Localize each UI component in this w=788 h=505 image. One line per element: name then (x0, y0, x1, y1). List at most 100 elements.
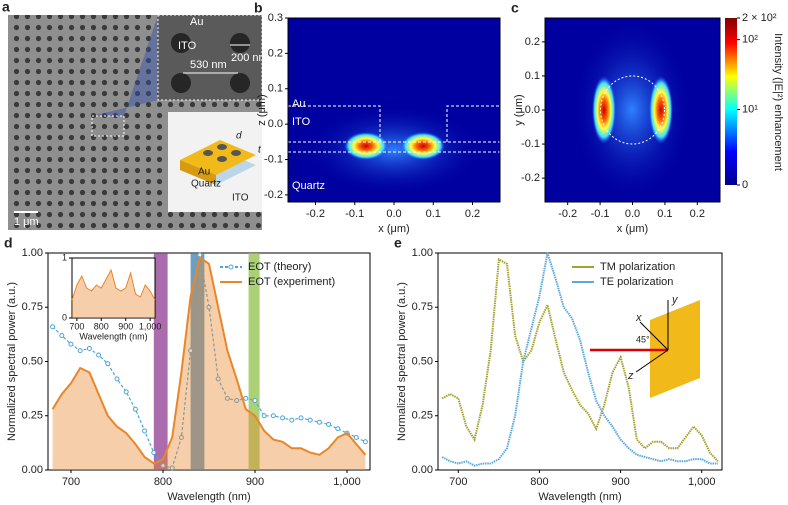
y-tick-label: 0.1 (525, 70, 540, 82)
highlight-band (248, 253, 260, 470)
field-glow (304, 105, 484, 195)
x-tick-label: 900 (246, 476, 264, 488)
line (441, 252, 718, 467)
x-tick-label: 800 (94, 321, 109, 331)
marker (206, 304, 212, 310)
sample-plate (650, 300, 700, 398)
label: Au (198, 167, 210, 178)
label: Quartz (191, 179, 221, 190)
marker (59, 332, 65, 338)
x-tick-label: 1,000 (139, 321, 162, 331)
x-axis-label: Wavelength (nm) (167, 491, 250, 503)
panel-label: b (254, 0, 263, 16)
marker (215, 376, 221, 382)
y-tick-label: 0.25 (412, 410, 433, 422)
hot-spot (344, 132, 388, 160)
x-axis-label: x (μm) (617, 223, 648, 235)
marker (316, 419, 322, 425)
y-tick-label: 0.2 (268, 47, 283, 59)
axis-label: z (627, 370, 634, 382)
hole (171, 33, 191, 53)
y-tick-label: 0.50 (412, 355, 433, 367)
zoom-box (91, 115, 125, 137)
marker (160, 463, 166, 469)
x-tick-label: 0.2 (465, 208, 480, 220)
y-tick-label: 1 (62, 252, 67, 262)
y-axis-label: y (μm) (513, 94, 525, 125)
x-tick-label: 1,000 (688, 476, 716, 488)
hole (217, 144, 227, 150)
annotation: Au (292, 98, 305, 110)
marker (326, 421, 332, 427)
y-tick-label: 0.3 (268, 12, 283, 24)
colorbar-label: Intensity (|E|²) enhancement (772, 33, 784, 171)
x-axis-label: Wavelength (nm) (79, 331, 147, 341)
angle-label: 45° (636, 334, 650, 344)
label: Au (190, 16, 203, 28)
colorbar (725, 18, 737, 185)
hole (217, 156, 227, 162)
marker (114, 376, 120, 382)
marker (270, 413, 276, 419)
y-tick-label: 0.25 (22, 410, 43, 422)
marker (298, 415, 304, 421)
marker (234, 398, 240, 404)
label: 530 nm (190, 59, 227, 71)
legend-label: EOT (experiment) (248, 276, 335, 288)
legend-label: TE polarization (600, 276, 673, 288)
label: 200 nm (231, 52, 268, 64)
x-tick-label: 1,000 (333, 476, 361, 488)
y-axis-label: z (μm) (256, 94, 268, 125)
y-axis-label: Normalized spectral power (a.u.) (6, 282, 18, 441)
marker (151, 450, 157, 456)
panel-a: a Au ITO 200 nm 530 nm 1 μm Au Quartz IT… (2, 0, 268, 230)
y-tick-label: 0.75 (22, 301, 43, 313)
x-tick-label: 0.1 (657, 208, 672, 220)
x-tick-label: 0.2 (690, 208, 705, 220)
x-tick-label: -0.2 (558, 208, 577, 220)
x-axis-label: Wavelength (nm) (538, 491, 621, 503)
marker (105, 361, 111, 367)
hot-spot (401, 132, 445, 160)
field-map-c (545, 18, 737, 202)
label: d (236, 131, 242, 142)
hole (171, 73, 191, 93)
y-axis-label: Normalized spectral power (a.u.) (396, 282, 408, 441)
field-map-b (288, 18, 500, 202)
axis (639, 321, 669, 351)
hole-outline (600, 75, 665, 145)
marker (86, 345, 92, 351)
y-tick-label: 0.50 (22, 355, 43, 367)
colorbar-tick-label: 10¹ (742, 103, 758, 115)
legend-label: TM polarization (600, 261, 675, 273)
y-tick-label: 0.1 (268, 83, 283, 95)
axis-label: x (635, 312, 642, 324)
line (52, 255, 366, 469)
marker (224, 395, 230, 401)
y-tick-label: -0.2 (264, 189, 283, 201)
axis (635, 349, 669, 373)
y-tick-label: 0.0 (268, 118, 283, 130)
boundary (288, 105, 500, 153)
y-tick-label: 0.00 (412, 464, 433, 476)
label: ITO (232, 193, 249, 204)
y-tick-label: -0.1 (264, 153, 283, 165)
highlight-band (153, 253, 168, 470)
y-tick-label: 1.00 (22, 247, 43, 259)
marker (252, 398, 258, 404)
field-glow (572, 18, 692, 202)
x-tick-label: 700 (62, 476, 80, 488)
marker (169, 465, 175, 471)
marker (50, 324, 56, 330)
x-tick-label: 0.0 (386, 208, 401, 220)
inset-bg (72, 258, 155, 318)
marker (280, 415, 286, 421)
marker (362, 439, 368, 445)
hole (230, 73, 250, 93)
x-tick-label: -0.1 (591, 208, 610, 220)
colorbar-tick-label: 2 × 10² (742, 12, 777, 24)
marker (243, 395, 249, 401)
polarization-diagram: x y z 45° (590, 294, 700, 398)
line (51, 255, 367, 465)
hole (231, 150, 241, 156)
